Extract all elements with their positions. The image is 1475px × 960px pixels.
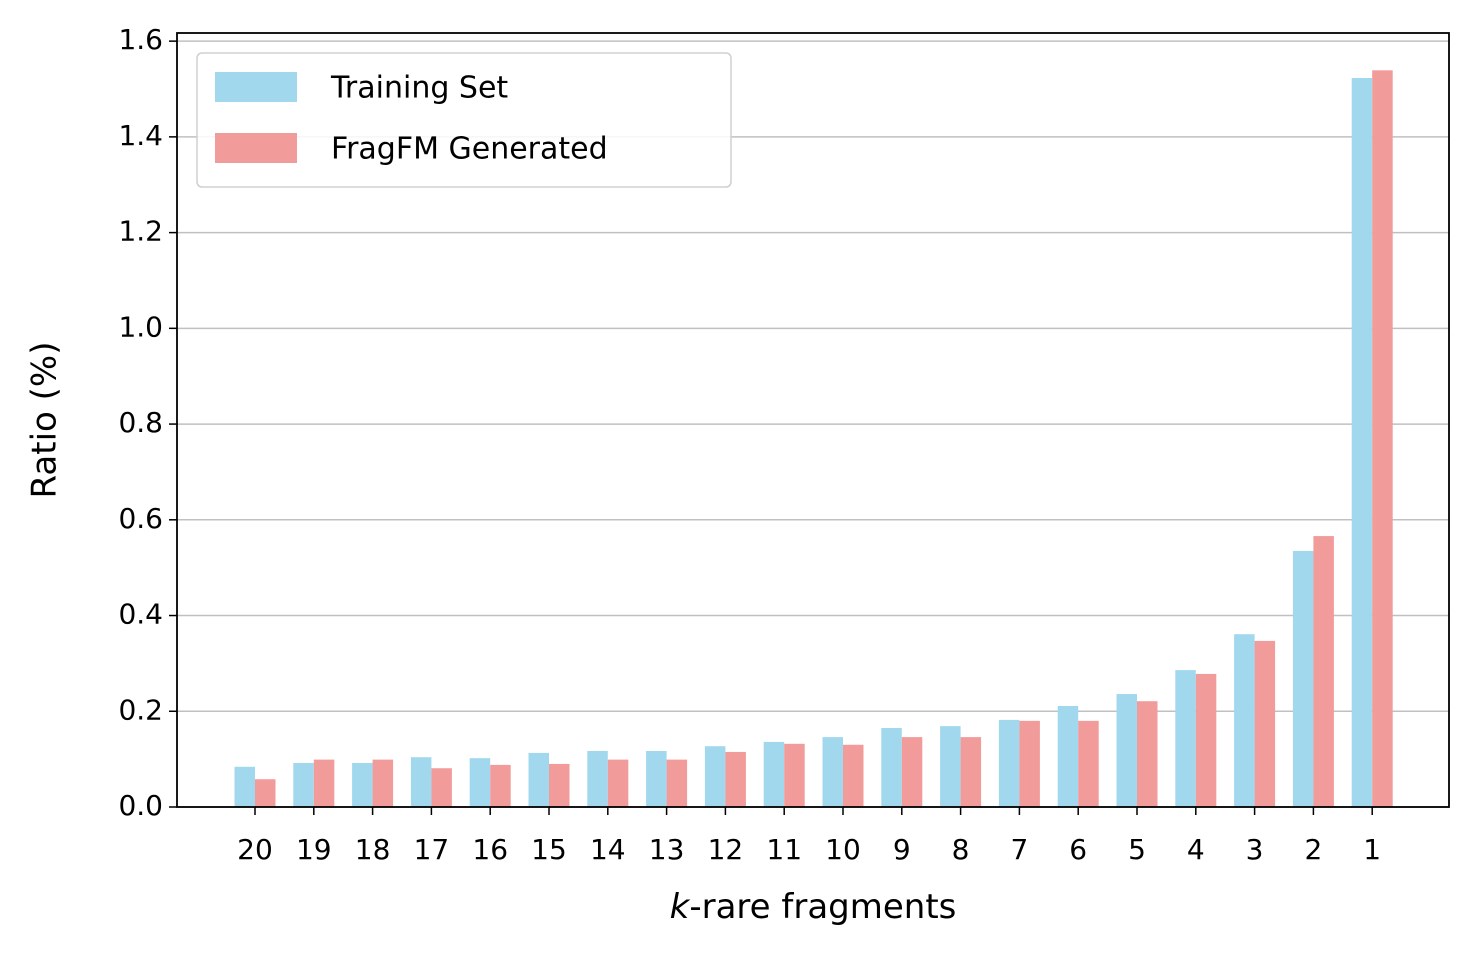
bar — [901, 737, 923, 807]
bar — [469, 758, 491, 807]
bar — [1195, 673, 1217, 807]
x-tick-label: 17 — [414, 833, 450, 866]
bar — [431, 768, 452, 807]
y-tick-label: 0.0 — [118, 789, 163, 822]
bar — [940, 726, 961, 807]
x-tick-label: 8 — [952, 833, 970, 866]
bar — [549, 763, 570, 807]
bar — [704, 746, 726, 807]
bar — [1234, 634, 1255, 807]
bar — [352, 762, 373, 807]
legend-box — [196, 52, 732, 188]
x-tick-label: 19 — [296, 833, 332, 866]
bar — [607, 759, 629, 807]
bar — [822, 737, 843, 807]
x-tick-label: 18 — [355, 833, 391, 866]
bar — [313, 759, 335, 807]
bar — [528, 752, 549, 807]
x-tick-label: 10 — [825, 833, 861, 866]
bar — [725, 751, 746, 807]
x-tick-label: 14 — [590, 833, 626, 866]
y-tick-label: 0.6 — [118, 502, 163, 535]
bar — [843, 744, 864, 807]
legend-swatch — [215, 72, 297, 102]
y-tick-label: 0.4 — [118, 598, 163, 631]
bar — [646, 750, 667, 807]
legend-label: FragFM Generated — [331, 132, 608, 167]
x-tick-label: 4 — [1187, 833, 1205, 866]
y-tick-label: 1.2 — [118, 215, 163, 248]
x-tick-label: 9 — [893, 833, 911, 866]
y-axis-label: Ratio (%) — [25, 342, 65, 499]
bar — [784, 743, 805, 807]
bar — [1137, 701, 1158, 807]
x-tick-label: 2 — [1304, 833, 1322, 866]
legend-label: Training Set — [330, 71, 508, 106]
x-tick-label: 3 — [1246, 833, 1264, 866]
bar — [1351, 77, 1373, 807]
bar — [1292, 550, 1314, 807]
bar — [881, 728, 902, 807]
bar — [1057, 706, 1079, 807]
bar — [1313, 536, 1334, 807]
x-tick-label: 11 — [766, 833, 802, 866]
bar — [1019, 720, 1040, 807]
bar — [490, 764, 511, 807]
plot-frame — [176, 32, 1450, 808]
y-tick-label: 1.4 — [118, 119, 163, 152]
bar — [293, 762, 314, 807]
bar — [1254, 640, 1276, 807]
x-tick-label: 15 — [531, 833, 567, 866]
x-tick-label: 12 — [708, 833, 744, 866]
x-tick-label: 5 — [1128, 833, 1146, 866]
bar — [1372, 70, 1393, 807]
bar — [763, 741, 785, 807]
bar — [234, 766, 255, 807]
bar — [587, 750, 608, 807]
y-tick-label: 1.6 — [118, 23, 163, 56]
bar — [372, 759, 394, 807]
x-tick-label: 1 — [1363, 833, 1381, 866]
y-tick-label: 0.8 — [118, 406, 163, 439]
x-tick-label: 7 — [1010, 833, 1028, 866]
x-tick-label: 6 — [1069, 833, 1087, 866]
bar — [255, 779, 276, 807]
bar — [998, 719, 1020, 807]
bar — [1078, 720, 1099, 807]
y-tick-label: 1.0 — [118, 310, 163, 343]
y-tick-label: 0.2 — [118, 693, 163, 726]
bar — [1116, 694, 1137, 807]
bar — [960, 737, 982, 807]
x-axis-label: k-rare fragments — [670, 887, 957, 927]
x-tick-label: 16 — [472, 833, 508, 866]
x-tick-label: 13 — [649, 833, 685, 866]
bar — [410, 757, 432, 807]
legend-swatch — [215, 133, 297, 163]
bar — [666, 759, 688, 807]
x-tick-label: 20 — [237, 833, 273, 866]
bar — [1175, 670, 1196, 807]
